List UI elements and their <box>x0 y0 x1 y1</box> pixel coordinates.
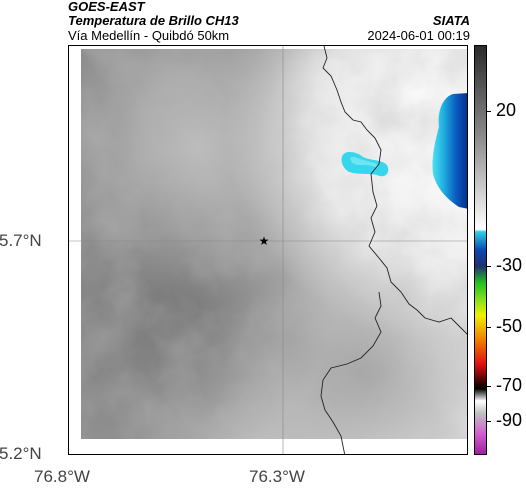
lat-tick-label-1: 5.7°N <box>0 231 42 250</box>
product-title: Temperatura de Brillo CH13 <box>68 13 239 28</box>
deep-convection-cloud <box>432 93 467 209</box>
department-border-south <box>320 291 382 454</box>
lat-tick-label-2: 5.2°N <box>0 444 42 463</box>
colorbar-tick <box>486 421 491 422</box>
lon-tick-label-2: 76.3°W <box>249 467 305 486</box>
datetime-label: 2024-06-01 00:19 <box>367 28 470 43</box>
colorbar-tick <box>486 111 491 112</box>
colorbar-tick <box>486 266 491 267</box>
colorbar-label-minus90: -90 <box>496 410 523 430</box>
star-icon: ★ <box>259 234 270 248</box>
satellite-name: GOES-EAST <box>68 0 145 14</box>
department-border <box>322 46 467 335</box>
lon-tick-label-1: 76.8°W <box>34 467 90 486</box>
colorbar-label-minus30: -30 <box>496 255 523 275</box>
region-label: Vía Medellín - Quibdó 50km <box>68 28 230 43</box>
satellite-map: ★ <box>68 45 468 455</box>
colorbar-label-minus50: -50 <box>496 316 523 336</box>
colorbar-gradient <box>475 46 486 454</box>
colorbar-label-20: 20 <box>496 100 517 120</box>
brightness-temperature-image: ★ <box>69 46 467 454</box>
temperature-colorbar <box>474 45 487 455</box>
colorbar-tick <box>486 386 491 387</box>
agency-label: SIATA <box>432 13 470 28</box>
colorbar-tick <box>486 327 491 328</box>
colorbar-label-minus70: -70 <box>496 375 523 395</box>
